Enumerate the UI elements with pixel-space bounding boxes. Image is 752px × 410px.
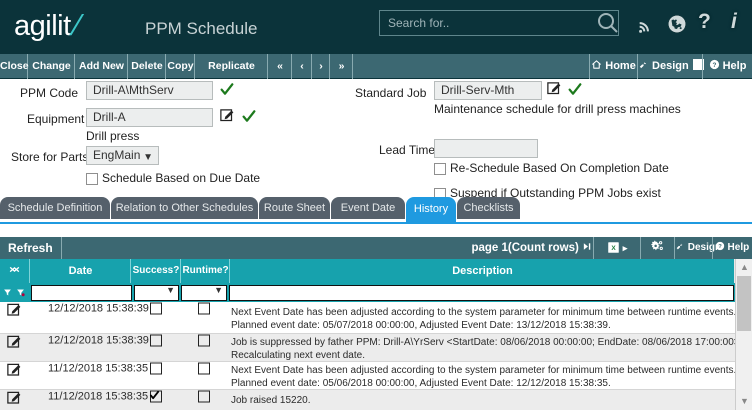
svg-text:X: X [611, 245, 616, 252]
svg-text:?: ? [712, 62, 716, 69]
svg-text:?: ? [718, 244, 722, 250]
